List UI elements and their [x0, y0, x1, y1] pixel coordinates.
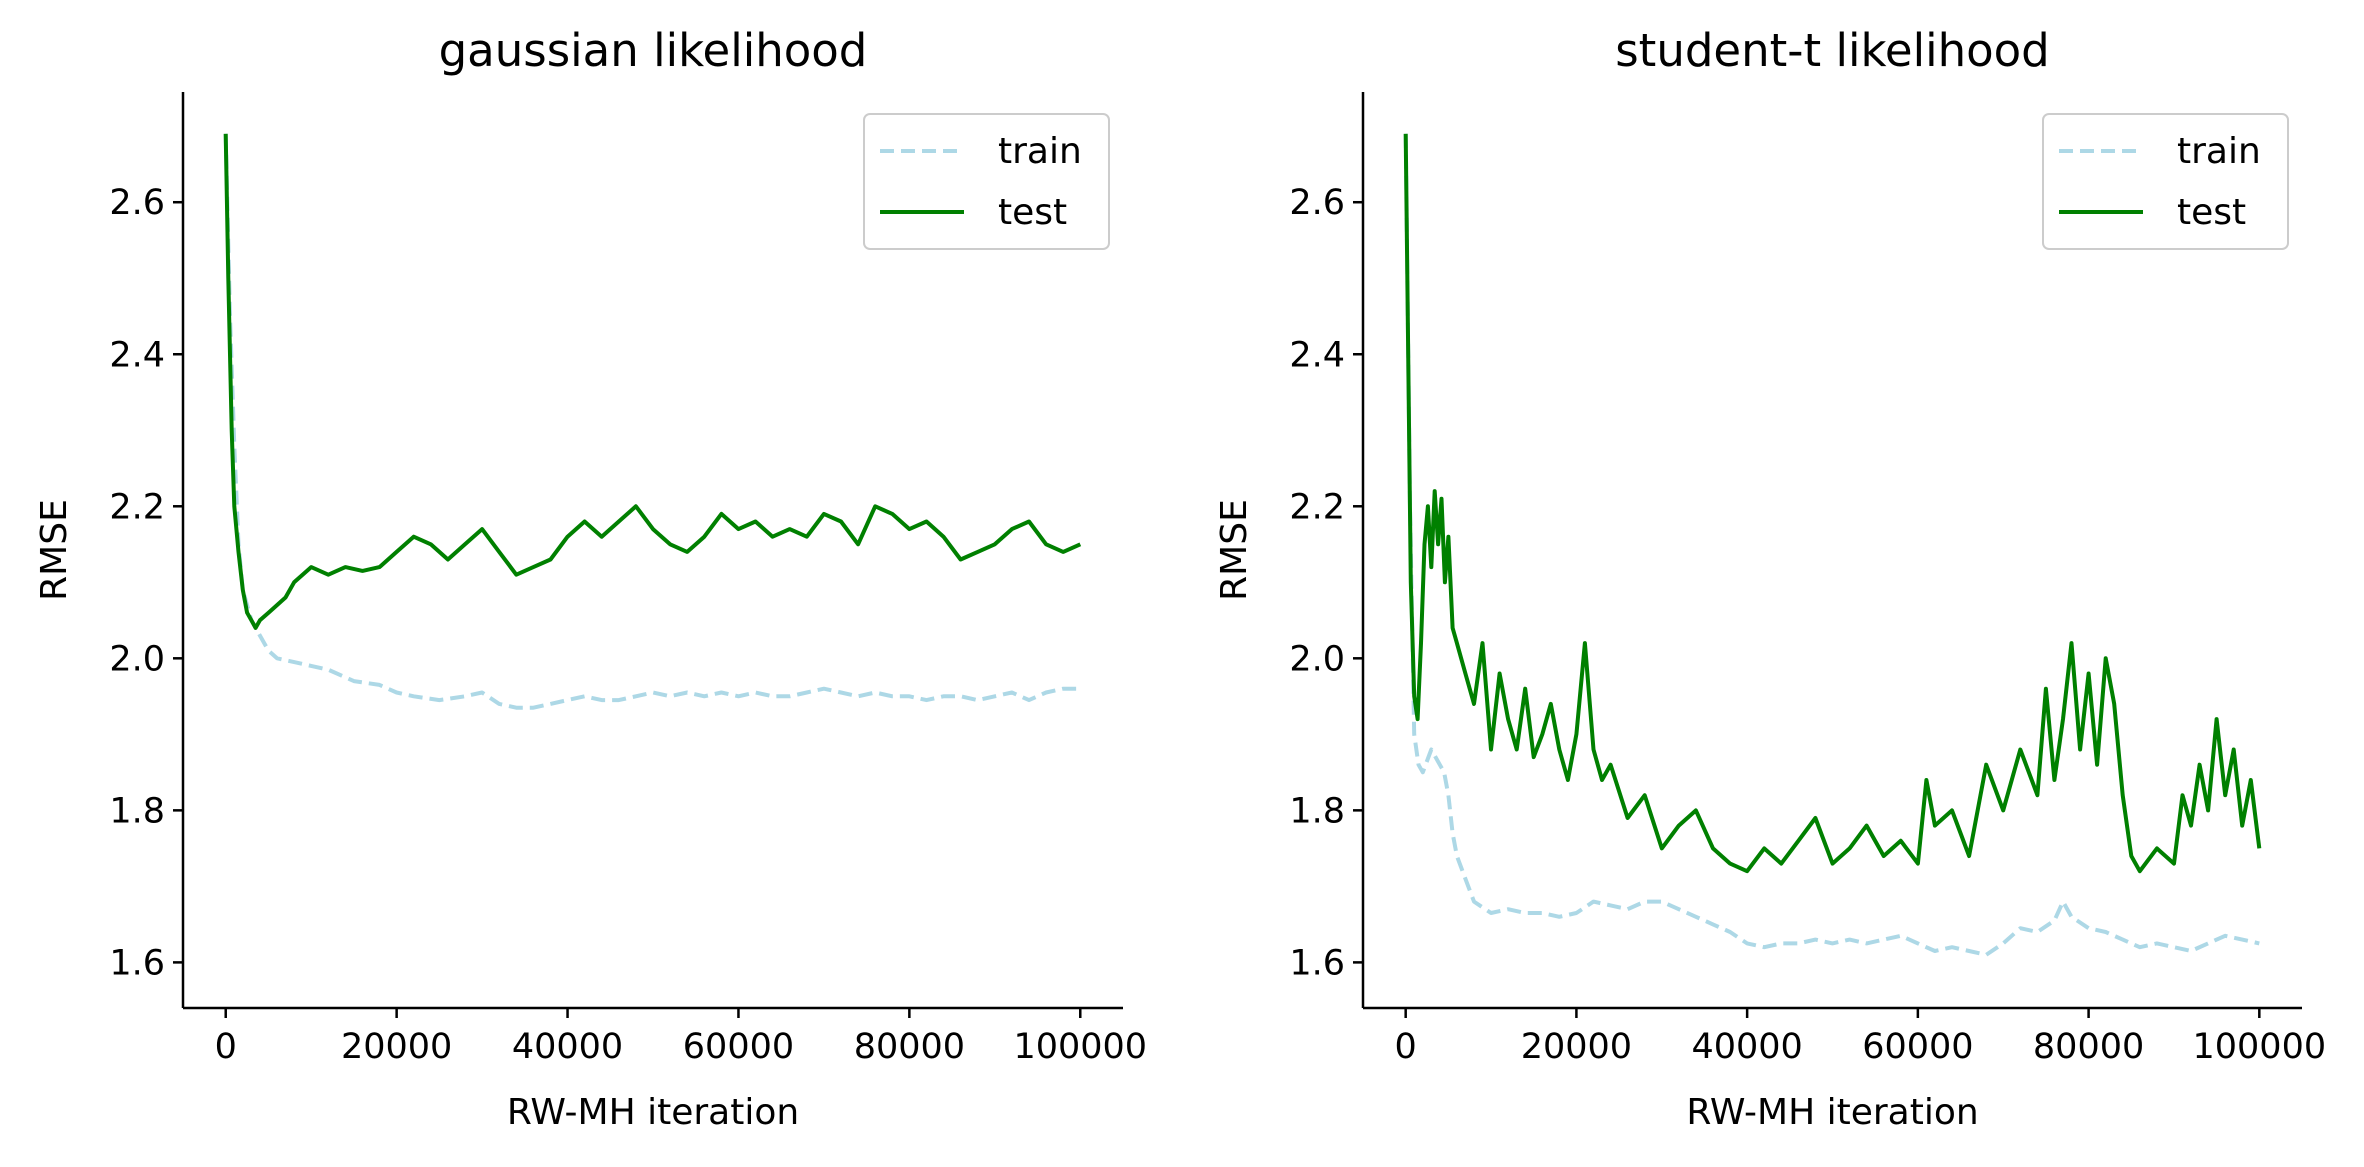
x-tick-label: 100000 [2193, 1027, 2327, 1067]
series-line-train [223, 133, 1081, 710]
series-line-train [1403, 133, 2260, 957]
y-axis-label: RMSE [1214, 499, 1255, 601]
chart-title: student-t likelihood [1615, 24, 2050, 77]
series-line-test [1403, 133, 2262, 874]
x-tick-label: 20000 [341, 1027, 452, 1067]
x-tick-label: 60000 [683, 1027, 794, 1067]
x-tick-label: 0 [1395, 1027, 1417, 1067]
chart-panel-2: 0 20000 40000 60000 80000 100000 1.6 1.8 2.0 2.2 2… [1214, 24, 2326, 1133]
x-tick-label: 40000 [1691, 1027, 1802, 1067]
x-tick-label: 80000 [2033, 1027, 2144, 1067]
y-tick-label: 1.6 [1289, 943, 1345, 983]
y-tick-label: 2.2 [1289, 487, 1345, 527]
x-tick-label: 100000 [1013, 1027, 1147, 1067]
legend-box [2042, 113, 2289, 250]
y-axis-label: RMSE [34, 499, 75, 601]
series-line-test [223, 133, 1082, 630]
legend-label-test: test [998, 192, 1067, 233]
chart-title: gaussian likelihood [439, 24, 868, 77]
x-tick-label: 60000 [1862, 1027, 1973, 1067]
x-axis-label: RW-MH iteration [507, 1092, 799, 1133]
y-tick-label: 1.8 [109, 791, 165, 831]
y-tick-label: 1.6 [109, 943, 165, 983]
y-tick-label: 2.6 [109, 183, 165, 223]
legend-label-train: train [998, 131, 1082, 172]
x-tick-label: 0 [215, 1027, 237, 1067]
chart-panel-1: 0 20000 40000 60000 80000 100000 1.6 1.8 2.0 2.2 2… [34, 24, 1147, 1133]
legend-label-test: test [2177, 192, 2246, 233]
y-tick-label: 2.4 [1289, 335, 1345, 375]
y-tick-label: 2.2 [109, 487, 165, 527]
legend: train test [2042, 113, 2289, 250]
y-tick-label: 2.4 [109, 335, 165, 375]
x-tick-label: 20000 [1521, 1027, 1632, 1067]
legend: train test [863, 113, 1110, 250]
y-tick-label: 2.0 [109, 639, 165, 679]
legend-label-train: train [2177, 131, 2261, 172]
y-tick-label: 2.0 [1289, 639, 1345, 679]
x-tick-label: 80000 [854, 1027, 965, 1067]
x-tick-label: 40000 [512, 1027, 623, 1067]
y-tick-label: 2.6 [1289, 183, 1345, 223]
x-axis-label: RW-MH iteration [1686, 1092, 1978, 1133]
y-tick-label: 1.8 [1289, 791, 1345, 831]
legend-box [863, 113, 1110, 250]
